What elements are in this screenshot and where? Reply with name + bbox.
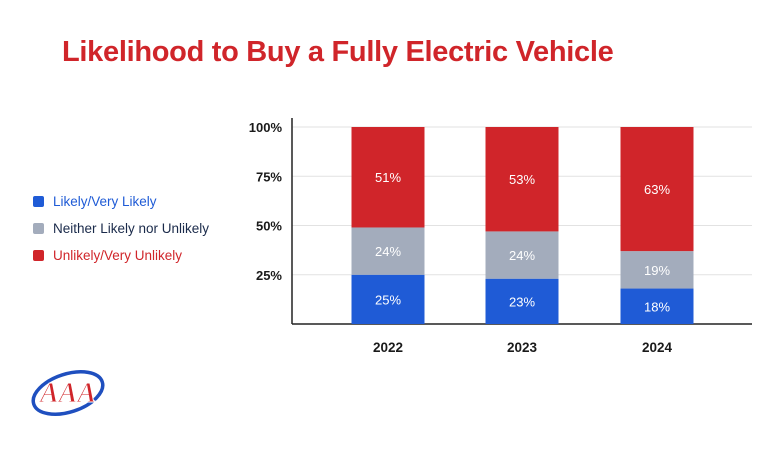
y-tick-label: 50%	[256, 219, 282, 234]
data-label: 24%	[509, 248, 535, 263]
aaa-logo: AAA	[31, 370, 105, 416]
y-tick-label: 100%	[249, 120, 283, 135]
legend-swatch-likely	[33, 196, 44, 207]
x-tick-label: 2023	[507, 340, 538, 355]
data-label: 63%	[644, 182, 670, 197]
data-label: 51%	[375, 170, 401, 185]
legend-swatch-neither	[33, 223, 44, 234]
bar-segment	[620, 127, 694, 252]
x-tick-label: 2022	[373, 340, 403, 355]
bar-segment	[485, 231, 559, 279]
legend-label-likely: Likely/Very Likely	[53, 194, 157, 209]
bar-segment	[485, 127, 559, 232]
data-label: 23%	[509, 294, 535, 309]
data-label: 53%	[509, 172, 535, 187]
bar-segment	[485, 278, 559, 324]
data-label: 18%	[644, 299, 670, 314]
legend-label-neither: Neither Likely nor Unlikely	[53, 221, 210, 236]
bar-segment	[351, 127, 425, 228]
x-tick-label: 2024	[642, 340, 673, 355]
bar-segment	[351, 274, 425, 324]
logo-lettering: AAA	[38, 378, 96, 409]
logo-swoosh-ring	[31, 370, 105, 416]
legend-item-unlikely: Unlikely/Very Unlikely	[33, 242, 209, 269]
bar-segment	[620, 251, 694, 289]
legend-label-unlikely: Unlikely/Very Unlikely	[53, 248, 183, 263]
y-tick-label: 75%	[256, 169, 282, 184]
bar-segment	[620, 288, 694, 324]
legend-item-likely: Likely/Very Likely	[33, 188, 209, 215]
data-label: 19%	[644, 263, 670, 278]
bar-segment	[351, 227, 425, 275]
data-label: 25%	[375, 292, 401, 307]
y-tick-label: 25%	[256, 268, 282, 283]
legend-item-neither: Neither Likely nor Unlikely	[33, 215, 209, 242]
data-label: 24%	[375, 244, 401, 259]
chart-title: Likelihood to Buy a Fully Electric Vehic…	[62, 36, 614, 68]
legend: Likely/Very Likely Neither Likely nor Un…	[33, 188, 209, 269]
legend-swatch-unlikely	[33, 250, 44, 261]
